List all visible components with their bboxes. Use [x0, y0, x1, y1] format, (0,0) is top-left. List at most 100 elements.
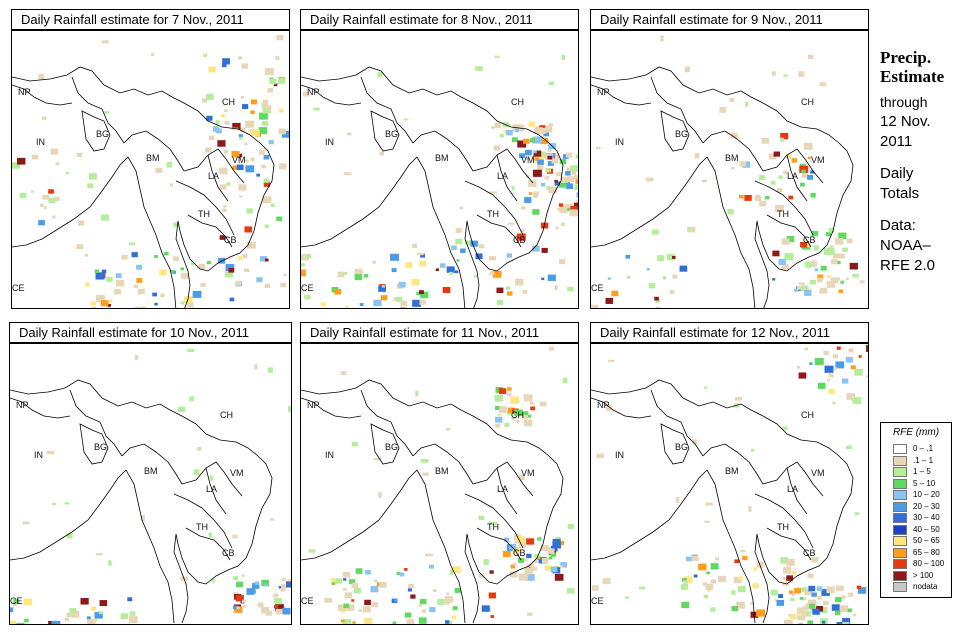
rain-cell	[710, 563, 719, 570]
boundary-line	[205, 467, 227, 515]
rain-cell	[390, 253, 399, 261]
rain-cell	[247, 241, 256, 249]
rain-cell	[626, 275, 631, 279]
rain-cell	[690, 226, 696, 233]
rain-cell	[554, 179, 558, 183]
rain-cell	[285, 581, 291, 588]
rainfall-map: NP CH IN BG BM VM LA TH CB CE	[590, 343, 869, 625]
legend-swatch	[893, 513, 907, 523]
rain-cell	[523, 394, 528, 398]
rain-cell	[264, 283, 270, 288]
rain-cell	[846, 238, 853, 244]
rain-cell	[662, 276, 667, 280]
rain-cell	[786, 235, 795, 243]
rain-cell	[841, 378, 849, 384]
rain-cell	[810, 279, 816, 285]
boundary-line	[650, 76, 704, 144]
rain-cell	[683, 576, 693, 584]
rain-cell	[780, 557, 789, 564]
rain-cell	[184, 296, 193, 303]
rain-cell	[341, 619, 345, 623]
rain-cell	[219, 167, 228, 175]
rain-cell	[526, 563, 534, 570]
rain-cell	[625, 254, 631, 259]
rain-cell	[19, 192, 27, 199]
country-label: BG	[385, 442, 399, 452]
rain-cell	[648, 283, 656, 289]
rain-cell	[823, 350, 829, 356]
rain-cell	[788, 195, 794, 200]
legend-swatch	[893, 547, 907, 558]
rain-cell	[835, 610, 841, 616]
rain-cell	[576, 199, 578, 205]
rain-cell	[313, 107, 320, 111]
rain-cell	[519, 474, 525, 481]
rain-cell	[719, 106, 727, 113]
rain-cell	[530, 406, 536, 411]
legend-item: 0 – .1	[887, 443, 951, 455]
rain-cell	[525, 149, 532, 156]
rain-cell	[155, 167, 163, 173]
rain-cell	[488, 521, 497, 526]
rain-cell	[566, 167, 572, 172]
country-label: TH	[777, 209, 789, 219]
rain-cell	[829, 245, 834, 249]
rain-cell	[362, 606, 371, 613]
rain-cell	[372, 260, 377, 264]
rain-cell	[556, 172, 562, 177]
rain-cell	[503, 130, 508, 134]
rain-cell	[528, 180, 537, 188]
rain-cell	[244, 226, 253, 233]
legend-item: 40 – 50	[887, 524, 951, 536]
rain-cell	[115, 279, 125, 287]
rain-cell	[564, 204, 569, 208]
rain-cell	[254, 364, 258, 370]
rain-cell	[223, 149, 229, 154]
rain-cell	[496, 287, 504, 294]
rain-cell	[822, 600, 829, 606]
rain-cell	[548, 81, 555, 86]
rain-cell	[91, 306, 97, 308]
rain-cell	[842, 617, 851, 624]
rain-cell	[136, 278, 143, 283]
rain-cell	[406, 619, 414, 624]
panel-title: Daily Rainfall estimate for 11 Nov., 201…	[300, 322, 579, 343]
rain-cell	[264, 258, 269, 262]
rain-cell	[754, 195, 762, 202]
map-canvas	[591, 345, 868, 624]
rain-cell	[262, 120, 269, 126]
rain-cell	[334, 289, 342, 295]
rain-cell	[570, 205, 578, 212]
rain-cell	[489, 191, 497, 194]
rain-cell	[444, 596, 454, 603]
rain-cell	[474, 275, 478, 278]
rain-cell	[136, 264, 143, 270]
rain-cell	[807, 573, 814, 579]
panel-title: Daily Rainfall estimate for 7 Nov., 2011	[11, 9, 290, 30]
rain-cell	[224, 271, 233, 278]
panel-title: Daily Rainfall estimate for 12 Nov., 201…	[590, 322, 869, 343]
country-label: IN	[615, 137, 624, 147]
rain-cell	[710, 607, 716, 612]
rain-cell	[419, 299, 426, 305]
rain-cell	[262, 106, 271, 114]
rain-cell	[101, 269, 107, 274]
country-label: VM	[521, 155, 535, 165]
country-label: IN	[34, 450, 43, 460]
rain-cell	[251, 129, 260, 136]
rain-cell	[782, 576, 787, 580]
rain-cell	[672, 274, 678, 279]
rain-cell	[514, 128, 520, 133]
rain-cell	[703, 386, 708, 389]
legend-swatch	[893, 444, 907, 454]
country-label: NP	[597, 400, 610, 410]
rain-cell	[513, 562, 517, 566]
rain-cell	[379, 581, 387, 588]
rain-cell	[41, 116, 47, 120]
rain-cell	[511, 137, 518, 143]
rain-cell	[445, 592, 450, 596]
rain-cell	[765, 195, 770, 200]
rain-cell	[415, 390, 419, 397]
rain-cell	[518, 558, 525, 563]
rain-cell	[821, 620, 826, 624]
